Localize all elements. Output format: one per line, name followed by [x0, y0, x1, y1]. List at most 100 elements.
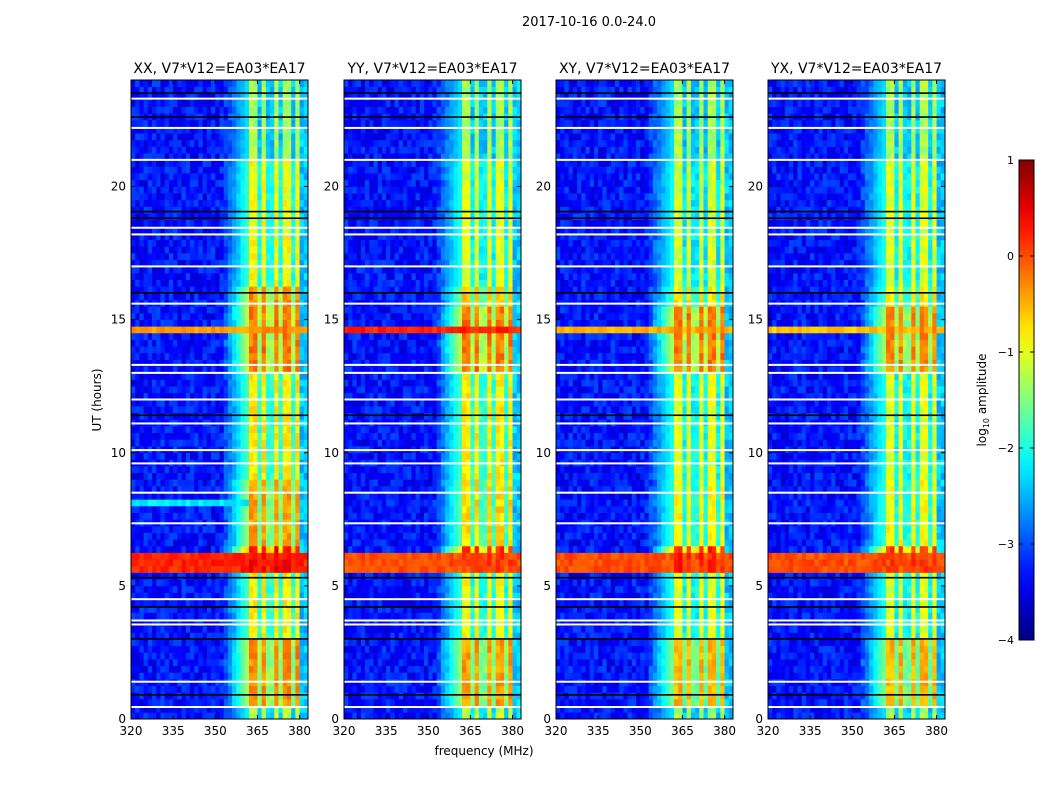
heatmap-cell	[287, 479, 292, 486]
heatmap-cell	[228, 326, 233, 333]
heatmap-cell	[441, 659, 446, 666]
heatmap-cell	[203, 293, 208, 300]
heatmap-cell	[357, 659, 362, 666]
heatmap-cell	[131, 246, 136, 253]
heatmap-cell	[344, 599, 349, 606]
heatmap-cell	[207, 100, 212, 107]
heatmap-cell	[224, 353, 229, 360]
heatmap-cell	[131, 220, 136, 227]
heatmap-cell	[500, 659, 505, 666]
heatmap-cell	[232, 493, 237, 500]
heatmap-cell	[194, 579, 199, 586]
heatmap-cell	[420, 692, 425, 699]
heatmap-cell	[215, 107, 220, 114]
heatmap-cell	[190, 559, 195, 566]
heatmap-cell	[283, 107, 288, 114]
heatmap-cell	[220, 320, 225, 327]
heatmap-cell	[194, 699, 199, 706]
heatmap-cell	[357, 626, 362, 633]
heatmap-cell	[194, 652, 199, 659]
heatmap-cell	[135, 453, 140, 460]
heatmap-cell	[144, 386, 149, 393]
heatmap-cell	[291, 266, 296, 273]
heatmap-cell	[135, 333, 140, 340]
heatmap-cell	[165, 240, 170, 247]
heatmap-cell	[266, 559, 271, 566]
heatmap-cell	[148, 546, 153, 553]
heatmap-cell	[483, 579, 488, 586]
y-tick-label: 0	[118, 712, 126, 726]
heatmap-cell	[390, 579, 395, 586]
heatmap-cell	[295, 546, 300, 553]
heatmap-cell	[220, 353, 225, 360]
heatmap-cell	[194, 273, 199, 280]
heatmap-cell	[194, 426, 199, 433]
heatmap-cell	[300, 692, 305, 699]
heatmap-cell	[241, 133, 246, 140]
heatmap-cell	[190, 533, 195, 540]
heatmap-cell	[139, 639, 144, 646]
heatmap-cell	[449, 666, 454, 673]
heatmap-cell	[279, 553, 284, 560]
heatmap-cell	[211, 513, 216, 520]
heatmap-cell	[156, 513, 161, 520]
heatmap-cell	[144, 326, 149, 333]
heatmap-cell	[194, 692, 199, 699]
heatmap-cell	[177, 493, 182, 500]
heatmap-cell	[165, 433, 170, 440]
heatmap-cell	[274, 240, 279, 247]
heatmap-cell	[348, 659, 353, 666]
heatmap-cell	[462, 626, 467, 633]
heatmap-cell	[177, 133, 182, 140]
heatmap-cell	[274, 453, 279, 460]
heatmap-cell	[186, 712, 191, 719]
heatmap-cell	[194, 326, 199, 333]
heatmap-cell	[165, 313, 170, 320]
heatmap-cell	[428, 586, 433, 593]
heatmap-cell	[152, 333, 157, 340]
heatmap-cell	[291, 586, 296, 593]
heatmap-cell	[182, 473, 187, 480]
heatmap-cell	[245, 672, 250, 679]
heatmap-cell	[274, 686, 279, 693]
heatmap-cell	[186, 686, 191, 693]
heatmap-cell	[144, 320, 149, 327]
heatmap-cell	[241, 187, 246, 194]
heatmap-cell	[215, 413, 220, 420]
heatmap-cell	[291, 400, 296, 407]
heatmap-cell	[257, 326, 262, 333]
heatmap-cell	[224, 712, 229, 719]
heatmap-cell	[374, 599, 379, 606]
heatmap-cell	[270, 579, 275, 586]
heatmap-cell	[207, 686, 212, 693]
heatmap-cell	[198, 147, 203, 154]
heatmap-cell	[156, 466, 161, 473]
heatmap-cell	[177, 340, 182, 347]
heatmap-cell	[386, 699, 391, 706]
heatmap-cell	[241, 613, 246, 620]
heatmap-cell	[186, 699, 191, 706]
heatmap-cell	[220, 240, 225, 247]
heatmap-cell	[211, 280, 216, 287]
heatmap-cell	[283, 479, 288, 486]
heatmap-cell	[295, 246, 300, 253]
heatmap-cell	[270, 453, 275, 460]
heatmap-cell	[165, 559, 170, 566]
heatmap-cell	[287, 80, 292, 87]
flagged-row-white	[131, 233, 308, 235]
heatmap-cell	[300, 586, 305, 593]
heatmap-cell	[274, 400, 279, 407]
heatmap-cell	[173, 147, 178, 154]
heatmap-cell	[220, 140, 225, 147]
heatmap-cell	[266, 626, 271, 633]
heatmap-cell	[420, 652, 425, 659]
heatmap-cell	[182, 173, 187, 180]
heatmap-cell	[220, 400, 225, 407]
heatmap-cell	[203, 499, 208, 506]
heatmap-cell	[386, 586, 391, 593]
heatmap-cell	[165, 579, 170, 586]
heatmap-cell	[262, 692, 267, 699]
heatmap-cell	[300, 672, 305, 679]
heatmap-cell	[262, 173, 267, 180]
